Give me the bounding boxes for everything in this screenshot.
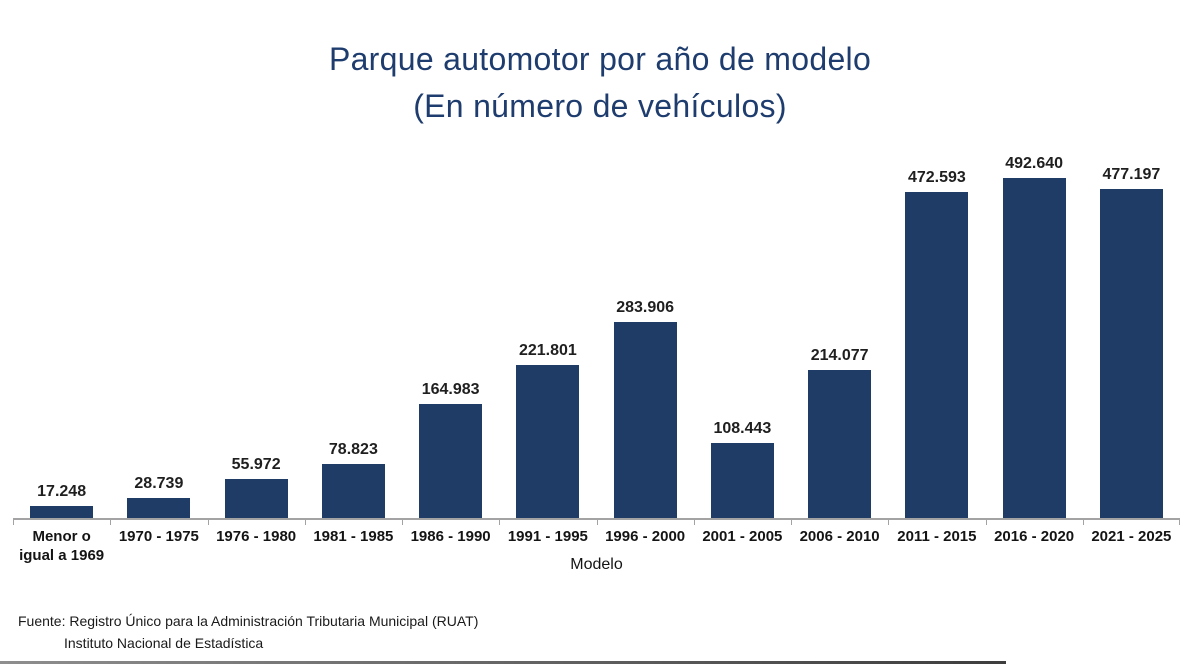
bar-group: 108.443 bbox=[694, 128, 791, 518]
chart-title-line1: Parque automotor por año de modelo bbox=[328, 41, 872, 77]
x-axis-tick bbox=[694, 520, 695, 525]
x-axis-tick bbox=[791, 520, 792, 525]
bar[interactable] bbox=[516, 365, 580, 518]
x-tick-label: Menor o igual a 1969 bbox=[19, 528, 105, 564]
x-tick-label: 2011 - 2015 bbox=[897, 528, 977, 545]
x-tick-label: 1976 - 1980 bbox=[216, 528, 297, 545]
bar-value-label: 164.983 bbox=[421, 381, 480, 398]
x-axis-tick bbox=[1179, 520, 1180, 525]
source-note: Fuente: Registro Único para la Administr… bbox=[18, 610, 478, 654]
bar-group: 492.640 bbox=[986, 128, 1083, 518]
bar[interactable] bbox=[419, 404, 483, 518]
bar-group: 214.077 bbox=[791, 128, 888, 518]
bar-group: 283.906 bbox=[597, 128, 694, 518]
bar-value-label: 55.972 bbox=[231, 456, 281, 473]
bar[interactable] bbox=[127, 498, 191, 518]
x-tick-label: 2016 - 2020 bbox=[994, 528, 1075, 545]
source-line2: Instituto Nacional de Estadística bbox=[64, 635, 264, 651]
x-axis-line bbox=[13, 518, 1180, 525]
bar-value-label: 78.823 bbox=[328, 441, 378, 458]
bar-group: 55.972 bbox=[208, 128, 305, 518]
x-axis-tick bbox=[13, 520, 14, 525]
bar[interactable] bbox=[905, 192, 969, 518]
x-tick-label: 1986 - 1990 bbox=[410, 528, 491, 545]
x-tick-label: 1981 - 1985 bbox=[313, 528, 394, 545]
x-axis-tick bbox=[597, 520, 598, 525]
bar-group: 78.823 bbox=[305, 128, 402, 518]
chart-title-line2: (En número de vehículos) bbox=[413, 88, 787, 124]
bar-group: 164.983 bbox=[402, 128, 499, 518]
bar-value-label: 17.248 bbox=[37, 483, 87, 500]
x-axis-tick bbox=[208, 520, 209, 525]
x-axis-tick bbox=[110, 520, 111, 525]
x-tick-labels: Menor o igual a 1969 1970 - 1975 1976 - 19… bbox=[13, 527, 1180, 565]
bar[interactable] bbox=[613, 322, 677, 518]
chart-title: Parque automotor por año de modelo (En n… bbox=[0, 36, 1200, 130]
x-axis-tick bbox=[499, 520, 500, 525]
bar-group: 17.248 bbox=[13, 128, 110, 518]
x-axis-tick bbox=[402, 520, 403, 525]
bar-group: 221.801 bbox=[499, 128, 596, 518]
bar-value-label: 28.739 bbox=[134, 475, 184, 492]
bar-value-label: 221.801 bbox=[518, 342, 577, 359]
bar[interactable] bbox=[1002, 178, 1066, 518]
x-tick-label: 2006 - 2010 bbox=[799, 528, 880, 545]
bar-value-label: 108.443 bbox=[713, 420, 772, 437]
bar-group: 477.197 bbox=[1083, 128, 1180, 518]
bar-chart-plot: 17.248 28.739 55.972 78.823 164.983 221.801 28… bbox=[13, 128, 1180, 518]
bar-value-label: 492.640 bbox=[1005, 155, 1064, 172]
x-axis-tick bbox=[986, 520, 987, 525]
bar-value-label: 477.197 bbox=[1102, 166, 1161, 183]
x-axis-tick bbox=[888, 520, 889, 525]
bar[interactable] bbox=[1099, 189, 1163, 518]
bar-value-label: 283.906 bbox=[616, 299, 675, 316]
bar[interactable] bbox=[224, 479, 288, 518]
x-axis-tick bbox=[1083, 520, 1084, 525]
source-line1: Fuente: Registro Único para la Administr… bbox=[18, 613, 479, 629]
x-tick-label: 1996 - 2000 bbox=[605, 528, 686, 545]
bottom-border-line bbox=[0, 661, 1006, 664]
x-tick-label: 2001 - 2005 bbox=[702, 528, 783, 545]
x-tick-label: 2021 - 2025 bbox=[1091, 528, 1172, 545]
bar-value-label: 472.593 bbox=[907, 169, 966, 186]
x-tick-label: 1991 - 1995 bbox=[507, 528, 588, 545]
bar-value-label: 214.077 bbox=[810, 347, 869, 364]
bar-group: 28.739 bbox=[110, 128, 207, 518]
x-axis-title: Modelo bbox=[570, 556, 623, 573]
bar-group: 472.593 bbox=[888, 128, 985, 518]
bar[interactable] bbox=[808, 370, 872, 518]
bar[interactable] bbox=[30, 506, 94, 518]
x-tick-label: 1970 - 1975 bbox=[118, 528, 199, 545]
x-axis-tick bbox=[305, 520, 306, 525]
bar[interactable] bbox=[710, 443, 774, 518]
bar[interactable] bbox=[321, 464, 385, 518]
